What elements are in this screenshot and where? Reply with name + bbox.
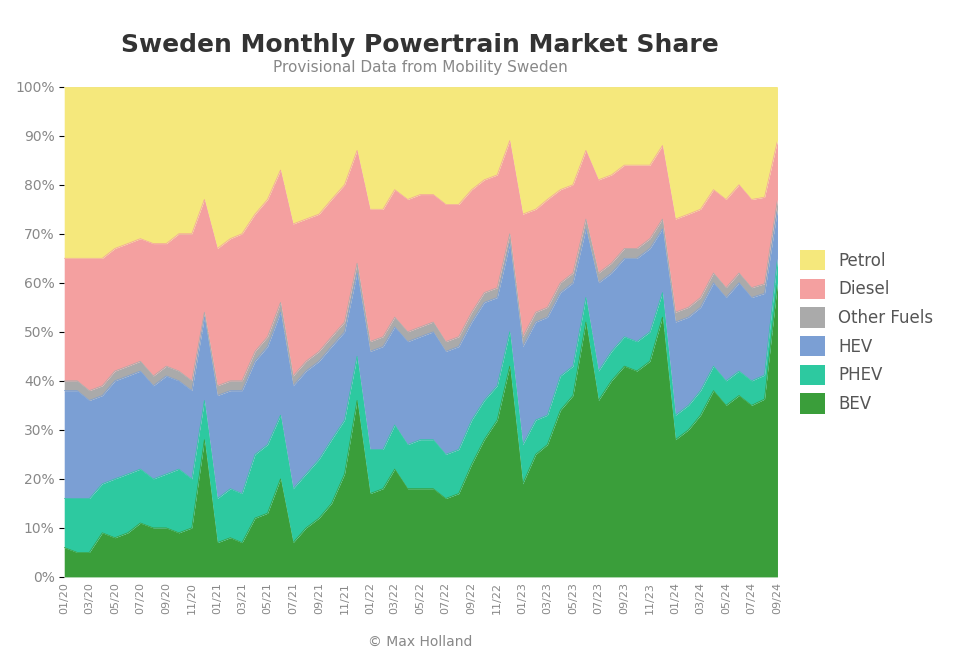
Text: Sweden Monthly Powertrain Market Share: Sweden Monthly Powertrain Market Share [121, 33, 719, 57]
Text: Provisional Data from Mobility Sweden: Provisional Data from Mobility Sweden [273, 60, 567, 75]
Text: © Max Holland: © Max Holland [368, 635, 473, 649]
Legend: Petrol, Diesel, Other Fuels, HEV, PHEV, BEV: Petrol, Diesel, Other Fuels, HEV, PHEV, … [793, 244, 940, 420]
